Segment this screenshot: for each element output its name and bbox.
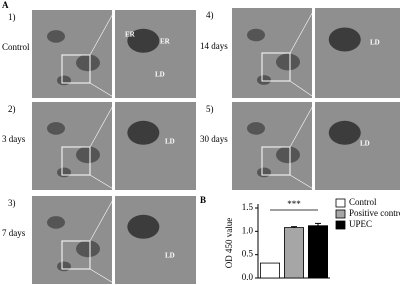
bar [259, 262, 280, 279]
organelle [127, 120, 160, 145]
zoom-line [89, 174, 116, 191]
organelle [57, 261, 71, 272]
micrograph [32, 10, 112, 98]
organelle [57, 75, 71, 86]
organelle [276, 146, 300, 164]
micrograph-zoom [115, 10, 196, 98]
zoom-line [289, 101, 316, 148]
organelle [276, 53, 300, 71]
annotation: LD [155, 71, 165, 79]
organelle [257, 167, 271, 178]
row-number: 3) [8, 198, 16, 208]
legend-label: Control [349, 197, 377, 207]
annotation: ER [160, 38, 171, 46]
organelle [47, 30, 65, 43]
annotation: LD [370, 39, 380, 47]
panel-label: B [200, 195, 206, 205]
organelle [127, 214, 160, 239]
y-axis-label: OD 450 value [224, 218, 234, 269]
organelle [247, 28, 265, 42]
y-tick-label: 0.5 [242, 249, 254, 259]
zoom-line [89, 195, 116, 242]
organelle [247, 122, 265, 135]
zoom-line [89, 82, 116, 99]
zoom-box [261, 146, 291, 176]
zoom-box [61, 146, 91, 176]
row-number: 2) [8, 104, 16, 114]
row-label: 7 days [2, 228, 26, 238]
zoom-line [89, 101, 116, 148]
organelle [328, 27, 361, 52]
micrograph-zoom [315, 8, 400, 98]
zoom-box [261, 52, 291, 82]
row-number: 5) [206, 104, 214, 114]
annotation: LD [360, 140, 370, 148]
organelle [47, 122, 65, 135]
y-tick-label: 0.0 [242, 272, 254, 282]
row-number: 1) [8, 12, 16, 22]
annotation: LD [165, 138, 175, 146]
legend-swatch [335, 220, 346, 230]
significance-label: *** [287, 199, 301, 209]
organelle [328, 120, 361, 145]
row-label: 3 days [2, 134, 26, 144]
zoom-line [289, 174, 316, 191]
y-tick-label: 1.5 [242, 202, 254, 212]
organelle [76, 54, 100, 72]
organelle [76, 240, 100, 258]
organelle [57, 167, 71, 178]
annotation: ER [125, 31, 136, 39]
row-label: 30 days [200, 134, 228, 144]
zoom-line [289, 7, 316, 54]
micrograph [32, 102, 112, 190]
annotation: LD [165, 252, 175, 260]
zoom-line [289, 80, 316, 99]
legend-label: Positive control [349, 208, 400, 218]
bar [307, 225, 328, 279]
zoom-box [61, 240, 91, 270]
row-number: 4) [206, 10, 214, 20]
row-label: Control [2, 42, 30, 52]
micrograph-zoom [115, 196, 196, 284]
zoom-line [89, 268, 116, 285]
legend-swatch [335, 198, 346, 208]
row-label: 14 days [200, 41, 228, 51]
y-tick-label: 1.0 [242, 225, 254, 235]
legend-label: UPEC [349, 219, 372, 229]
panel-label: A [2, 0, 9, 10]
micrograph-zoom [315, 102, 400, 190]
legend-swatch [335, 209, 346, 219]
organelle [257, 75, 271, 85]
organelle [76, 146, 100, 164]
micrograph-zoom [115, 102, 196, 190]
zoom-line [89, 9, 116, 56]
bar [283, 227, 304, 279]
micrograph [32, 196, 112, 284]
zoom-box [61, 54, 91, 84]
micrograph [232, 102, 312, 190]
organelle [47, 216, 65, 229]
organelle [127, 28, 160, 53]
